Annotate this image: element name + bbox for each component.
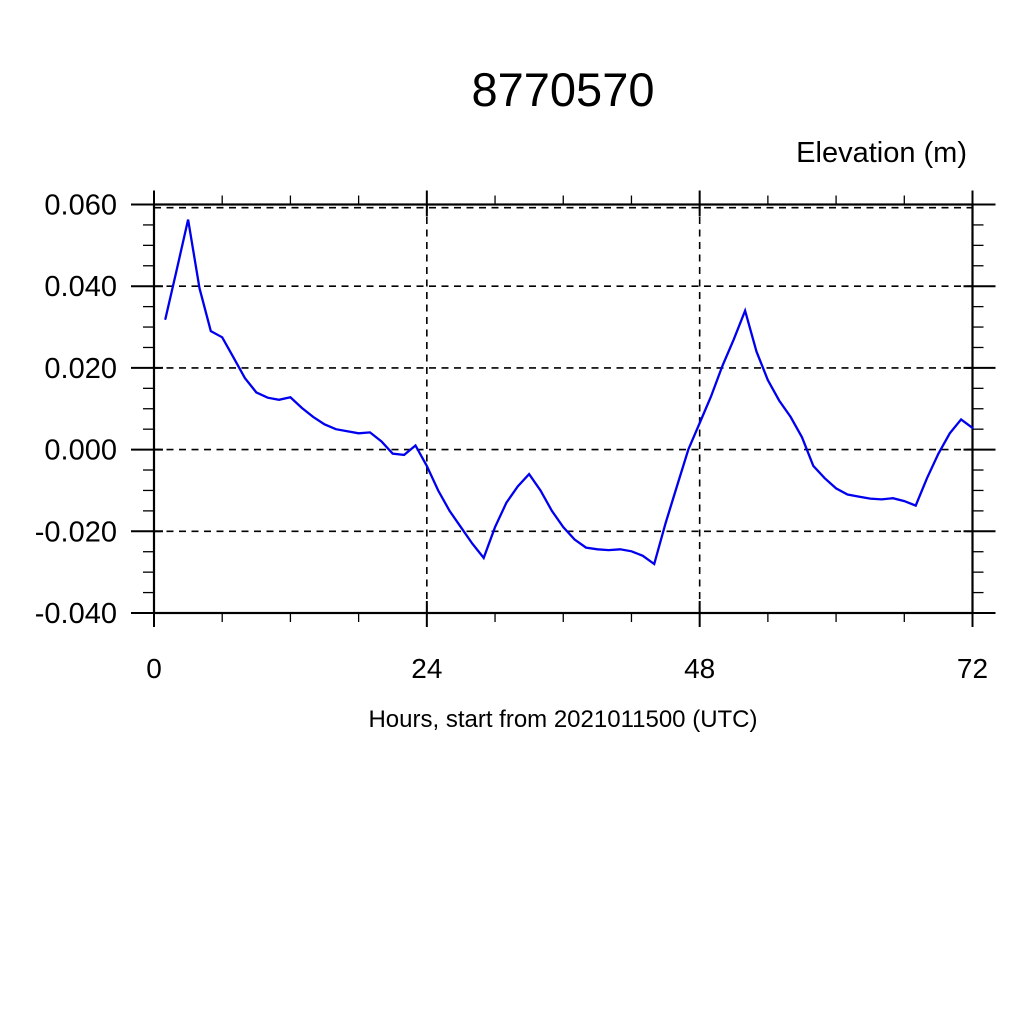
x-tick-label: 48 [684, 653, 715, 684]
y-tick-label: -0.040 [35, 598, 117, 630]
axis-frame [152, 203, 974, 615]
y-tick-label: 0.000 [44, 435, 117, 467]
y-tick-label: -0.020 [35, 516, 117, 548]
y-tick-label: 0.040 [44, 271, 117, 303]
x-tick-label: 0 [146, 653, 162, 684]
chart-title: 8770570 [471, 63, 655, 116]
x-tick-label: 72 [957, 653, 988, 684]
x-tick-label: 24 [411, 653, 442, 684]
y-axis-title: Elevation (m) [796, 137, 967, 169]
y-tick-label: 0.020 [44, 353, 117, 385]
elevation-line [164, 219, 974, 566]
x-axis-title: Hours, start from 2021011500 (UTC) [368, 706, 758, 733]
y-tick-label: 0.060 [44, 190, 117, 222]
